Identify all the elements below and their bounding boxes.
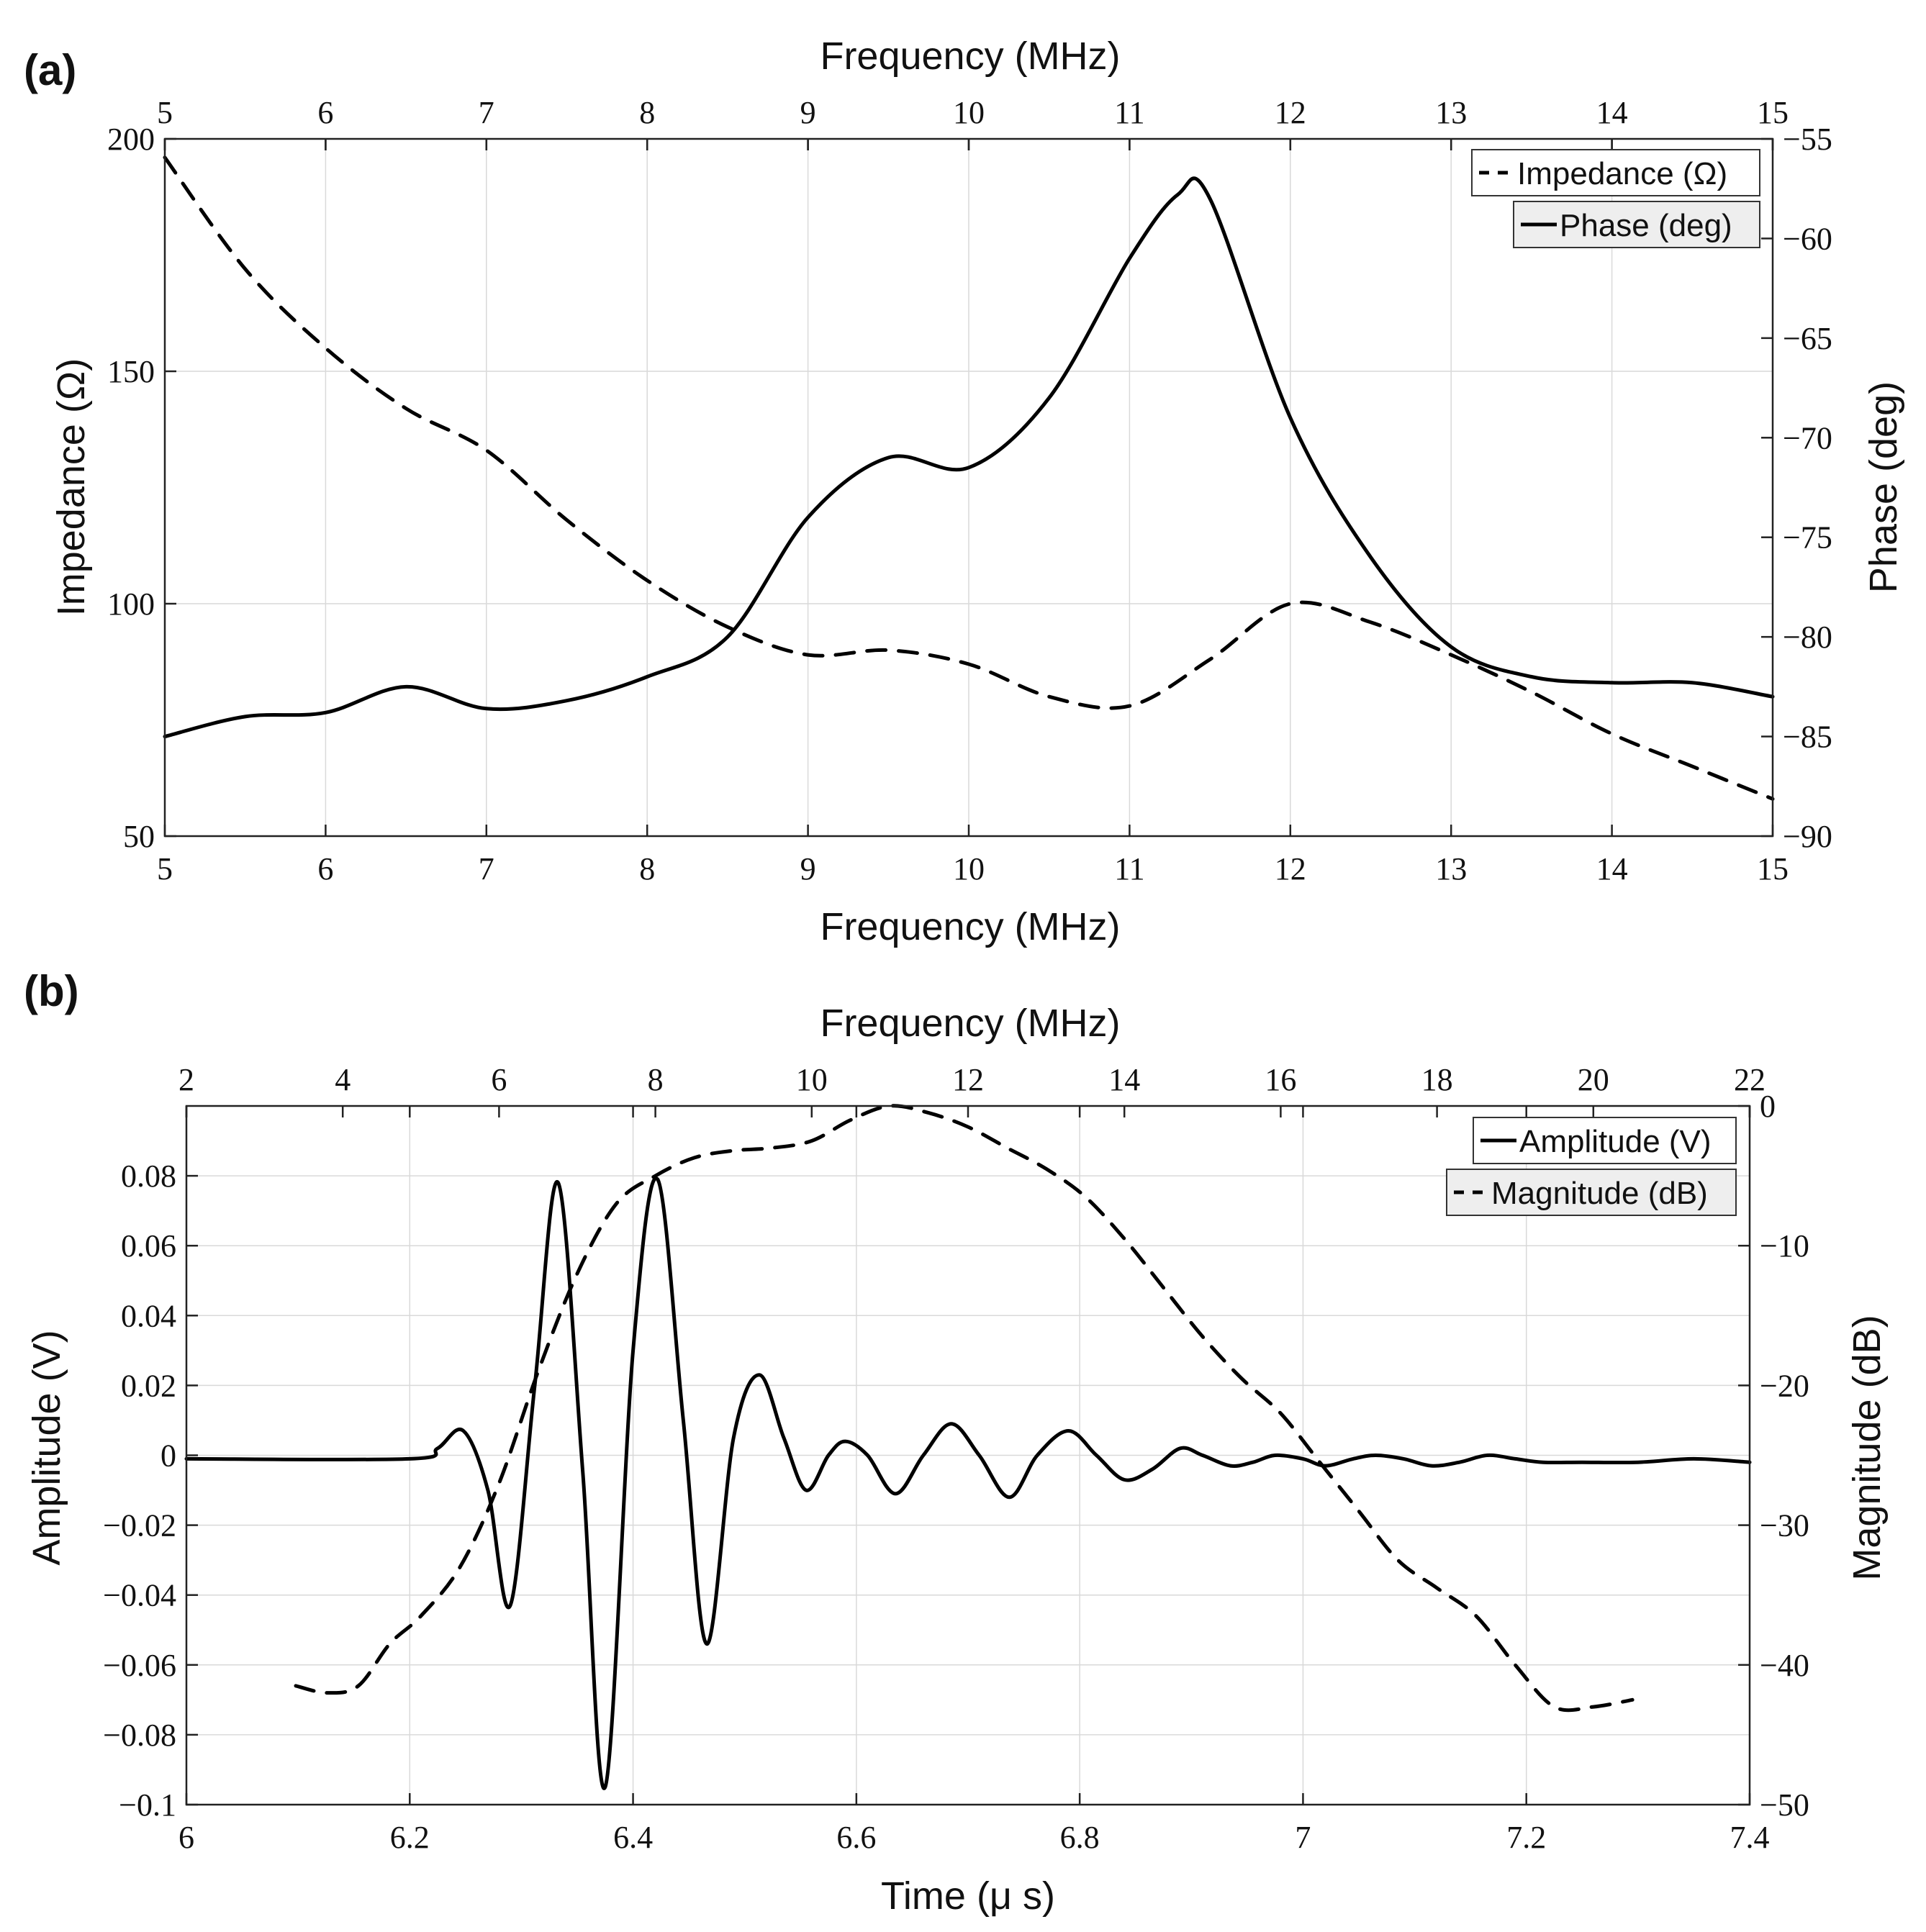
chart-panel-b: (b) Frequency (MHz) 6 6.2 6.4 6.6 6.8 7 7.2 7.4… [24, 967, 1889, 1918]
legend-box-impedance [1471, 149, 1760, 196]
series-line-magnitude [294, 1104, 1635, 1713]
tick-label-top: 8 [648, 1062, 664, 1097]
panel-a-legend[interactable]: Impedance (Ω) Phase (deg) [1471, 149, 1760, 248]
panel-a-xlabel: Frequency (MHz) [820, 905, 1120, 948]
tick-label-top: 18 [1421, 1062, 1453, 1097]
tick-label-y-right: −20 [1760, 1368, 1809, 1403]
tick-label-x: 6 [317, 851, 333, 886]
tick-label-y-left: 0.04 [121, 1298, 176, 1333]
chart-panel-a: (a) Frequency (MHz) 5 6 7 8 9 10 11 12 13 14 15 5 6 7… [24, 35, 1905, 948]
tick-label-y-left: 0.02 [121, 1368, 176, 1403]
tick-label-x: 13 [1435, 851, 1467, 886]
tick-label-top: 10 [953, 95, 985, 130]
tick-label-y-left: −0.04 [103, 1578, 176, 1613]
tick-label-x: 7.2 [1506, 1820, 1546, 1855]
tick-label-top: 10 [796, 1062, 828, 1097]
tick-label-x: 7 [1295, 1820, 1311, 1855]
tick-label-x: 7.4 [1730, 1820, 1770, 1855]
tick-label-y-right: −70 [1783, 420, 1832, 455]
tick-label-top: 14 [1108, 1062, 1140, 1097]
tick-label-top: 12 [952, 1062, 984, 1097]
tick-label-x: 6.2 [390, 1820, 430, 1855]
panel-a-ticks: 5 6 7 8 9 10 11 12 13 14 15 5 6 7 8 9 10 11 12 13 14 15 50 100 1… [107, 95, 1832, 886]
series-line-phase [163, 176, 1775, 739]
tick-label-y-right: −90 [1783, 819, 1832, 854]
tick-label-y-left: −0.02 [103, 1508, 176, 1543]
series-line-impedance [163, 155, 1775, 801]
tick-label-top: 5 [157, 95, 173, 130]
tick-label-y-right: −40 [1760, 1648, 1809, 1683]
tick-label-top: 15 [1757, 95, 1789, 130]
tick-label-y-left: 0 [160, 1438, 176, 1474]
tick-label-top: 2 [178, 1062, 194, 1097]
tick-label-x: 15 [1757, 851, 1789, 886]
panel-a-ylabel-right: Phase (deg) [1862, 381, 1905, 593]
tick-label-y-left: 0.08 [121, 1158, 176, 1194]
tick-label-y-left: −0.1 [119, 1787, 176, 1823]
tick-label-x: 6.6 [836, 1820, 876, 1855]
legend-box-magnitude [1446, 1169, 1737, 1216]
tick-label-top: 4 [335, 1062, 351, 1097]
panel-b-plot-area [184, 1104, 1752, 1790]
tick-label-x: 5 [157, 851, 173, 886]
tick-label-top: 9 [800, 95, 816, 130]
tick-label-top: 12 [1275, 95, 1306, 130]
tick-label-y-right: −55 [1783, 122, 1832, 157]
tick-label-x: 10 [953, 851, 985, 886]
tick-label-x: 8 [639, 851, 655, 886]
tick-label-y-left: −0.08 [103, 1718, 176, 1753]
panel-label-b: (b) [24, 967, 79, 1015]
tick-label-top: 22 [1734, 1062, 1766, 1097]
panel-b-legend[interactable]: Amplitude (V) Magnitude (dB) [1446, 1117, 1737, 1216]
tick-label-x: 14 [1596, 851, 1628, 886]
tick-label-x: 12 [1275, 851, 1306, 886]
tick-label-top: 13 [1435, 95, 1467, 130]
legend-label-phase: Phase (deg) [1560, 208, 1732, 243]
tick-label-top: 6 [491, 1062, 507, 1097]
tick-label-y-right: −50 [1760, 1787, 1809, 1823]
series-line-amplitude [184, 1176, 1752, 1790]
tick-label-x: 6.4 [613, 1820, 653, 1855]
panel-b-ticks: 6 6.2 6.4 6.6 6.8 7 7.2 7.4 2 4 6 8 10 12 14 16 18 20 22 −0… [103, 1062, 1809, 1855]
tick-label-y-left: 200 [107, 122, 155, 157]
panel-a-plot-area [163, 155, 1775, 801]
panel-label-a: (a) [24, 46, 76, 94]
tick-label-x: 7 [479, 851, 494, 886]
panel-b-top-xlabel: Frequency (MHz) [820, 1002, 1120, 1045]
legend-label-impedance: Impedance (Ω) [1517, 156, 1727, 191]
tick-label-top: 14 [1596, 95, 1628, 130]
tick-label-top: 8 [639, 95, 655, 130]
tick-label-y-right: −75 [1783, 520, 1832, 555]
tick-label-top: 16 [1265, 1062, 1296, 1097]
tick-label-y-right: −30 [1760, 1508, 1809, 1543]
panel-a-top-xlabel: Frequency (MHz) [820, 35, 1120, 78]
tick-label-y-right: −60 [1783, 221, 1832, 256]
tick-label-x: 6 [178, 1820, 194, 1855]
panel-b-xlabel: Time (μ s) [881, 1874, 1055, 1918]
tick-label-y-right: −80 [1783, 620, 1832, 655]
panel-b-ylabel-left: Amplitude (V) [25, 1330, 68, 1565]
tick-label-y-right: 0 [1760, 1089, 1776, 1124]
legend-label-amplitude: Amplitude (V) [1519, 1124, 1712, 1159]
legend-box-amplitude [1473, 1117, 1737, 1164]
tick-label-top: 11 [1114, 95, 1144, 130]
tick-label-y-right: −65 [1783, 321, 1832, 356]
tick-label-top: 7 [479, 95, 494, 130]
tick-label-y-left: 100 [107, 586, 155, 622]
tick-label-y-left: 50 [123, 819, 155, 854]
legend-label-magnitude: Magnitude (dB) [1491, 1176, 1708, 1211]
tick-label-y-right: −85 [1783, 720, 1832, 755]
tick-label-y-left: 0.06 [121, 1228, 176, 1264]
tick-label-y-left: −0.06 [103, 1648, 176, 1683]
tick-label-x: 6.8 [1060, 1820, 1100, 1855]
panel-a-ylabel-left: Impedance (Ω) [50, 358, 93, 617]
tick-label-top: 20 [1578, 1062, 1609, 1097]
tick-label-y-right: −10 [1760, 1228, 1809, 1264]
tick-label-y-left: 150 [107, 354, 155, 389]
tick-label-x: 11 [1114, 851, 1144, 886]
tick-label-top: 6 [317, 95, 333, 130]
tick-label-x: 9 [800, 851, 816, 886]
panel-b-ylabel-right: Magnitude (dB) [1845, 1315, 1889, 1580]
